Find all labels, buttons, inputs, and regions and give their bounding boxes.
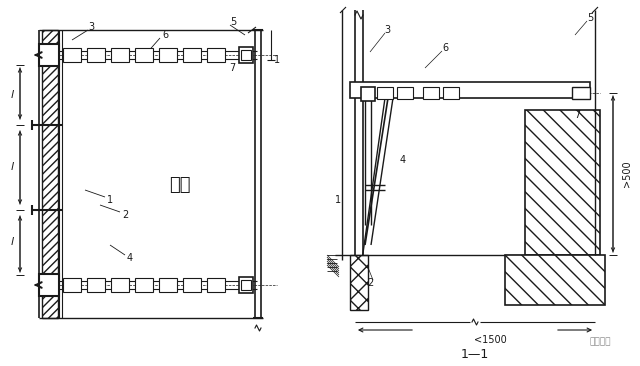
Bar xyxy=(239,47,253,63)
Bar xyxy=(63,278,81,292)
Bar xyxy=(183,48,201,62)
Text: 7: 7 xyxy=(574,110,580,120)
Bar xyxy=(423,87,439,99)
Bar xyxy=(525,110,600,255)
Text: 1: 1 xyxy=(107,195,113,205)
Bar xyxy=(377,87,393,99)
Bar xyxy=(42,30,58,318)
Text: l: l xyxy=(10,90,13,100)
Bar xyxy=(135,48,153,62)
Text: 4: 4 xyxy=(127,253,133,263)
Text: 6: 6 xyxy=(442,43,448,53)
Text: 3: 3 xyxy=(88,22,94,32)
Bar xyxy=(239,277,253,293)
Text: 结构: 结构 xyxy=(169,176,191,194)
Text: l: l xyxy=(10,162,13,172)
Bar xyxy=(111,48,129,62)
Bar xyxy=(39,274,59,296)
Bar xyxy=(361,87,375,101)
Text: 1—1: 1—1 xyxy=(461,347,489,361)
Bar xyxy=(207,278,225,292)
Bar xyxy=(111,278,129,292)
Bar xyxy=(159,48,177,62)
Bar xyxy=(207,48,225,62)
Text: 7: 7 xyxy=(229,63,235,73)
Bar xyxy=(572,87,590,99)
Text: l: l xyxy=(10,237,13,247)
Text: >500: >500 xyxy=(622,161,632,187)
Bar xyxy=(63,48,81,62)
Bar xyxy=(87,278,105,292)
Text: 1: 1 xyxy=(335,195,341,205)
Bar xyxy=(443,87,459,99)
Bar xyxy=(241,50,251,60)
Text: 2: 2 xyxy=(122,210,128,220)
Bar xyxy=(241,280,251,290)
Bar xyxy=(350,82,590,98)
Text: 豆丁施工: 豆丁施工 xyxy=(589,337,611,347)
Bar xyxy=(397,87,413,99)
Bar xyxy=(505,255,605,305)
Text: 1: 1 xyxy=(274,55,280,65)
Bar xyxy=(87,48,105,62)
Text: <1500: <1500 xyxy=(474,335,506,345)
Bar xyxy=(39,44,59,66)
Bar xyxy=(183,278,201,292)
Bar xyxy=(135,278,153,292)
Text: 2: 2 xyxy=(367,278,373,288)
Text: 4: 4 xyxy=(400,155,406,165)
Text: 5: 5 xyxy=(587,13,593,23)
Text: 6: 6 xyxy=(162,30,168,40)
Bar xyxy=(159,278,177,292)
Text: 3: 3 xyxy=(384,25,390,35)
Bar xyxy=(350,255,368,310)
Text: 5: 5 xyxy=(230,17,236,27)
